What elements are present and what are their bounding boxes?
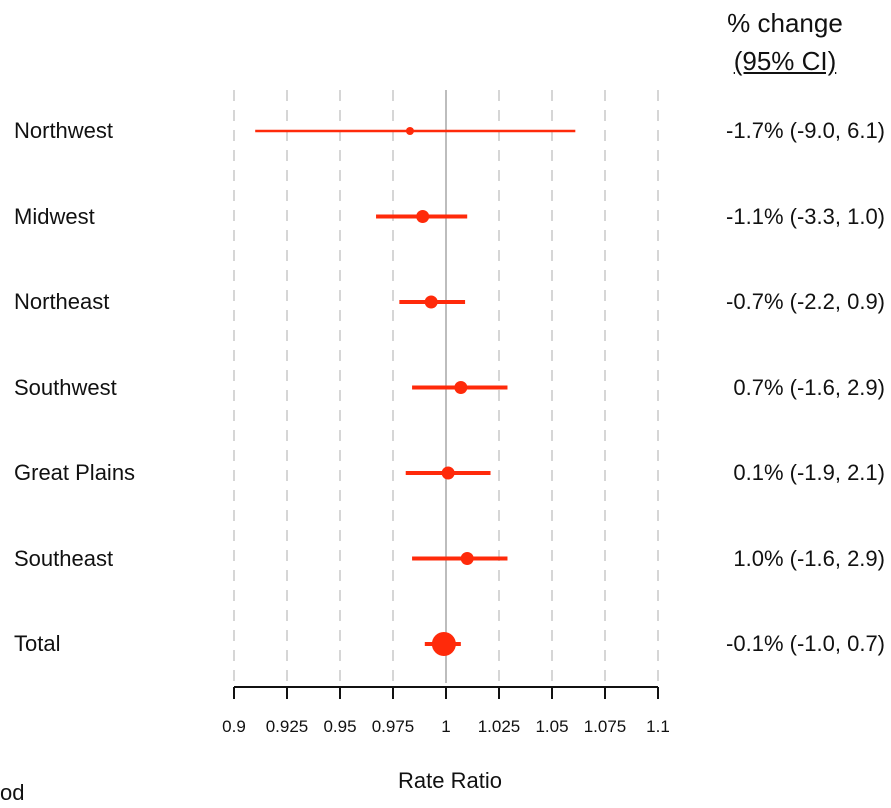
ci-header-line2: (95% CI) — [733, 46, 837, 76]
ci-header-line1: % change — [727, 8, 843, 38]
row-label: Great Plains — [14, 460, 136, 485]
point-estimate-4 — [441, 466, 455, 480]
cutoff-text: od — [0, 780, 25, 805]
point-estimate-6 — [431, 632, 456, 656]
x-tick-label-3: 0.975 — [372, 717, 415, 736]
ci-text: -1.1% (-3.3, 1.0) — [726, 203, 885, 229]
ci-text: -1.7% (-9.0, 6.1) — [726, 118, 885, 143]
row-label: Midwest — [14, 203, 95, 229]
ci-text: 0.7% (-1.6, 2.9) — [733, 374, 885, 400]
x-axis-label: Rate Ratio — [398, 768, 502, 793]
x-tick-label-6: 1.05 — [535, 717, 568, 736]
point-estimate-2 — [424, 295, 438, 309]
x-tick-label-1: 0.925 — [266, 717, 309, 736]
row-label: Northeast — [14, 289, 110, 314]
row-label: Southwest — [14, 374, 117, 400]
ci-text: -0.1% (-1.0, 0.7) — [726, 631, 885, 656]
row-label: Southeast — [14, 545, 114, 571]
point-estimate-0 — [405, 127, 414, 135]
row-label: Total — [14, 631, 61, 656]
x-tick-label-4: 1 — [441, 717, 450, 736]
row-label: Northwest — [14, 118, 114, 143]
x-tick-label-7: 1.075 — [584, 717, 627, 736]
x-tick-label-2: 0.95 — [323, 717, 356, 736]
x-axis: 0.9 0.925 0.95 0.975 1 1.025 1.05 1.075 1.1 — [222, 686, 670, 736]
point-estimate-1 — [416, 210, 430, 223]
point-estimate-5 — [460, 552, 474, 565]
ci-text: 1.0% (-1.6, 2.9) — [733, 545, 885, 571]
x-tick-label-8: 1.1 — [646, 717, 670, 736]
ci-text: -0.7% (-2.2, 0.9) — [726, 289, 885, 314]
x-tick-label-0: 0.9 — [222, 717, 246, 736]
x-tick-label-5: 1.025 — [478, 717, 521, 736]
data-marks — [255, 127, 576, 656]
point-estimate-3 — [454, 381, 468, 394]
ci-text: 0.1% (-1.9, 2.1) — [733, 460, 885, 485]
